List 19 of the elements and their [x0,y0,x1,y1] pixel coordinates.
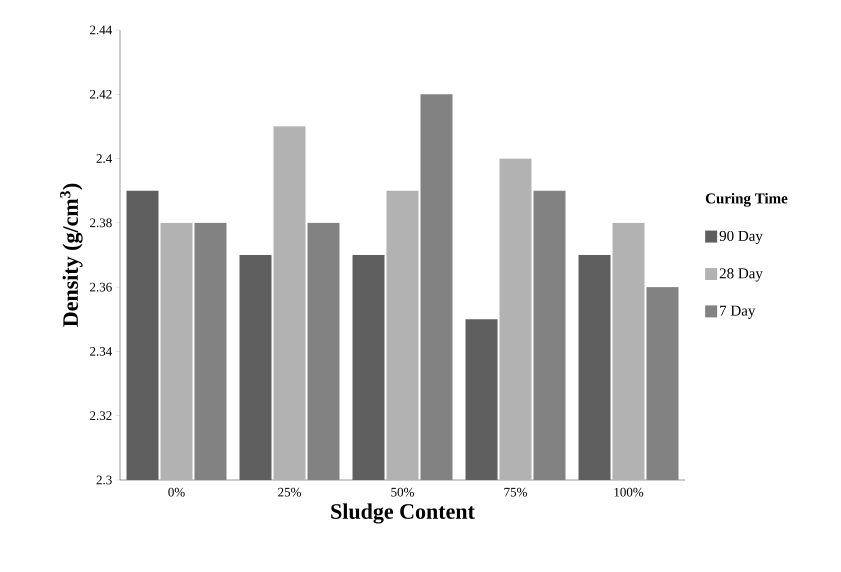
x-tick-label: 25% [278,488,301,497]
y-tick-label: 2.36 [90,282,112,292]
x-tick-label: 0% [168,488,185,497]
x-tick-label: 100% [614,488,644,497]
y-tick-label: 2.32 [90,411,112,420]
y-tick-label: 2.44 [90,26,112,34]
legend-label: 28 Day [720,268,763,282]
x-axis-title: Sludge Content [331,503,475,524]
y-tick-label: 2.3 [96,476,112,484]
x-tick-label: 50% [391,488,414,497]
legend-label: 90 Day [720,230,763,244]
legend-title: Curing Time [706,192,788,207]
y-tick-label: 2.34 [90,347,112,356]
y-tick-label: 2.42 [90,90,112,99]
y-axis-title: Density (g/cm$^{3}$) [60,184,83,327]
y-tick-label: 2.38 [90,218,112,228]
legend-label: 7 Day [720,306,756,319]
y-tick-label: 2.4 [96,154,112,163]
x-tick-label: 75% [504,488,527,497]
